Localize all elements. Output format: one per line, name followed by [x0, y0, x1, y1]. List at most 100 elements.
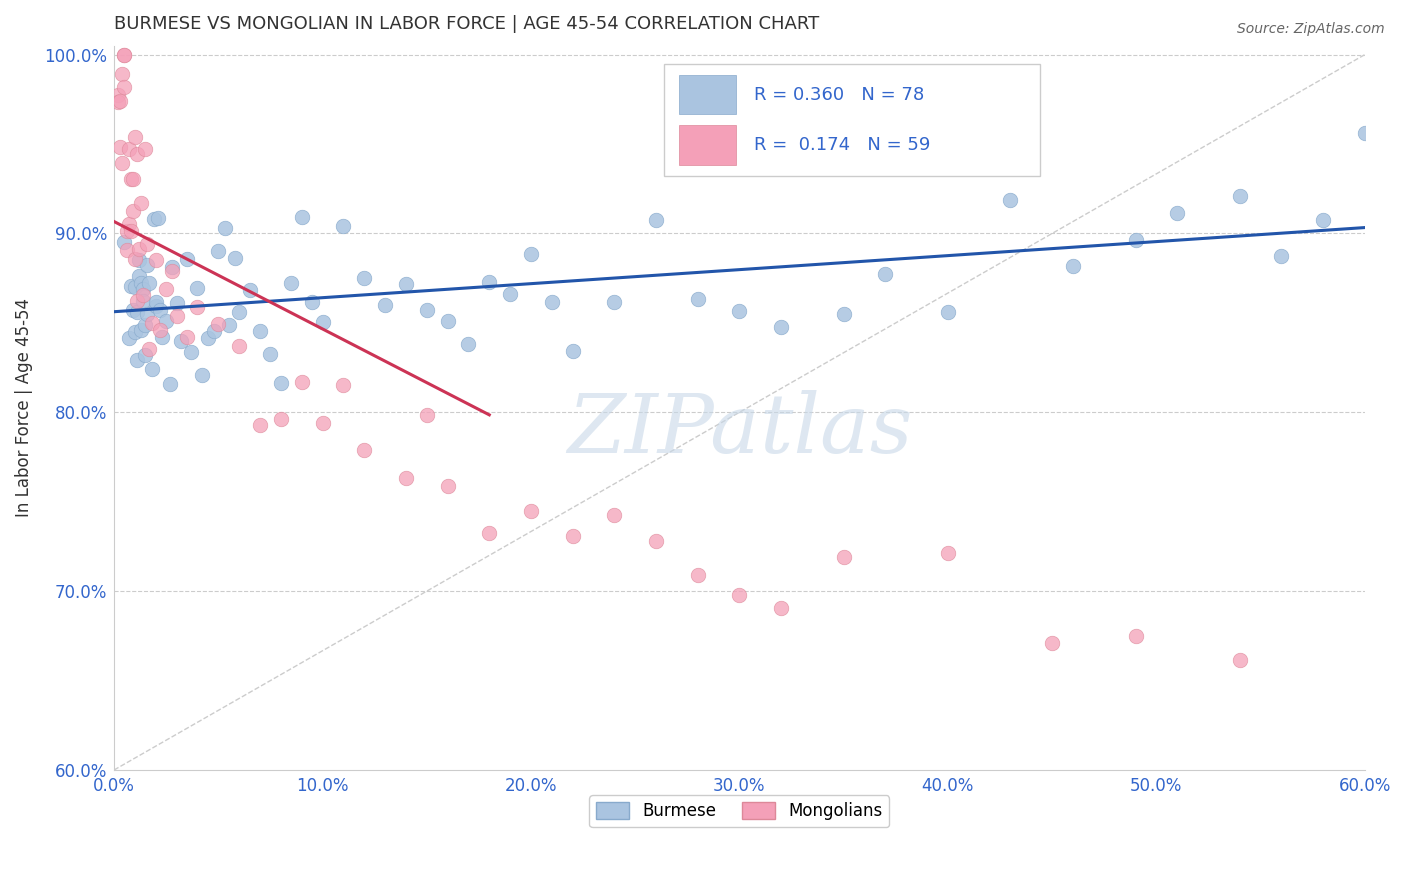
- Point: [540, 294, 562, 309]
- Point: [111, 67, 134, 81]
- Point: [107, 88, 129, 103]
- Point: [353, 442, 375, 457]
- Point: [259, 347, 281, 361]
- Point: [603, 508, 626, 522]
- Point: [1125, 233, 1147, 247]
- Point: [1229, 653, 1251, 667]
- Y-axis label: In Labor Force | Age 45-54: In Labor Force | Age 45-54: [15, 298, 32, 517]
- Point: [125, 352, 148, 367]
- Point: [124, 252, 146, 266]
- Point: [197, 331, 219, 345]
- Point: [520, 247, 543, 261]
- Point: [115, 224, 138, 238]
- Point: [114, 47, 136, 62]
- Point: [936, 546, 959, 560]
- Point: [141, 316, 163, 330]
- Point: [353, 270, 375, 285]
- Point: [155, 282, 177, 296]
- FancyBboxPatch shape: [679, 75, 735, 114]
- Point: [1062, 259, 1084, 273]
- Point: [176, 330, 198, 344]
- Point: [207, 317, 229, 331]
- Point: [110, 140, 132, 154]
- Point: [138, 277, 160, 291]
- Point: [186, 300, 208, 314]
- Point: [332, 377, 354, 392]
- Point: [146, 211, 169, 225]
- Point: [186, 280, 208, 294]
- Point: [170, 334, 193, 349]
- Point: [134, 142, 156, 156]
- Point: [162, 264, 184, 278]
- Point: [110, 94, 132, 108]
- Point: [832, 549, 855, 564]
- Point: [228, 339, 250, 353]
- Point: [125, 293, 148, 308]
- Point: [150, 330, 173, 344]
- FancyBboxPatch shape: [665, 63, 1039, 176]
- Point: [311, 315, 333, 329]
- Point: [561, 344, 583, 359]
- Point: [249, 418, 271, 433]
- Point: [686, 568, 709, 582]
- Point: [136, 307, 159, 321]
- Point: [124, 280, 146, 294]
- Point: [120, 278, 142, 293]
- Point: [270, 412, 292, 426]
- Point: [149, 323, 172, 337]
- Point: [128, 252, 150, 267]
- Legend: Burmese, Mongolians: Burmese, Mongolians: [589, 796, 890, 827]
- Point: [121, 204, 143, 219]
- Point: [478, 275, 501, 289]
- Point: [136, 236, 159, 251]
- Point: [645, 533, 668, 548]
- Point: [124, 130, 146, 145]
- Point: [686, 292, 709, 306]
- Point: [159, 377, 181, 392]
- Point: [1166, 205, 1188, 219]
- Point: [129, 276, 152, 290]
- Point: [280, 276, 302, 290]
- FancyBboxPatch shape: [679, 126, 735, 165]
- Point: [132, 293, 155, 308]
- Point: [311, 416, 333, 430]
- Point: [124, 326, 146, 340]
- Point: [176, 252, 198, 267]
- Point: [166, 309, 188, 323]
- Point: [228, 305, 250, 319]
- Point: [499, 287, 522, 301]
- Point: [520, 504, 543, 518]
- Point: [875, 267, 897, 281]
- Point: [301, 294, 323, 309]
- Point: [128, 242, 150, 256]
- Point: [395, 277, 418, 292]
- Point: [129, 195, 152, 210]
- Point: [770, 320, 793, 334]
- Point: [332, 219, 354, 234]
- Point: [111, 155, 134, 169]
- Point: [936, 305, 959, 319]
- Point: [125, 305, 148, 319]
- Text: ZIPatlas: ZIPatlas: [567, 390, 912, 469]
- Point: [603, 294, 626, 309]
- Point: [1270, 249, 1292, 263]
- Point: [166, 296, 188, 310]
- Point: [125, 146, 148, 161]
- Point: [1125, 629, 1147, 643]
- Point: [190, 368, 212, 383]
- Point: [238, 283, 260, 297]
- Point: [162, 260, 184, 275]
- Point: [114, 235, 136, 249]
- Point: [134, 348, 156, 362]
- Point: [728, 304, 751, 318]
- Point: [120, 224, 142, 238]
- Point: [214, 221, 236, 235]
- Point: [645, 213, 668, 227]
- Point: [1229, 188, 1251, 202]
- Point: [117, 142, 139, 156]
- Point: [180, 345, 202, 359]
- Point: [416, 303, 439, 318]
- Point: [478, 526, 501, 541]
- Point: [218, 318, 240, 332]
- Point: [142, 211, 165, 226]
